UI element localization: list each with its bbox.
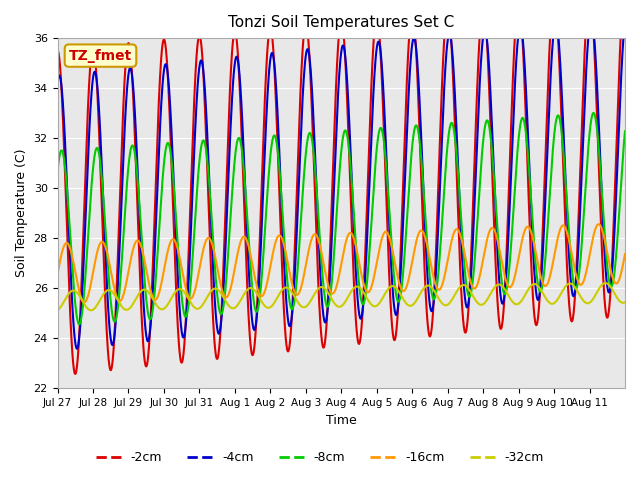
-16cm: [143, 269, 150, 275]
-32cm: [54, 307, 61, 313]
-16cm: [476, 275, 483, 281]
-2cm: [614, 99, 622, 105]
-2cm: [476, 38, 483, 44]
-4cm: [327, 259, 335, 264]
-8cm: [76, 321, 83, 327]
Line: -4cm: -4cm: [58, 19, 625, 348]
-32cm: [602, 280, 609, 286]
-2cm: [559, 145, 566, 151]
-16cm: [54, 271, 61, 277]
-4cm: [316, 265, 324, 271]
Y-axis label: Soil Temperature (C): Soil Temperature (C): [15, 149, 28, 277]
Line: -32cm: -32cm: [58, 283, 625, 310]
-4cm: [559, 107, 566, 113]
-8cm: [316, 238, 324, 244]
-16cm: [327, 289, 335, 295]
Legend: -2cm, -4cm, -8cm, -16cm, -32cm: -2cm, -4cm, -8cm, -16cm, -32cm: [91, 446, 549, 469]
-16cm: [316, 243, 324, 249]
-8cm: [143, 300, 150, 306]
-8cm: [476, 188, 483, 194]
-2cm: [316, 314, 324, 320]
-2cm: [143, 363, 150, 369]
-2cm: [72, 371, 79, 377]
-32cm: [143, 288, 150, 293]
-8cm: [327, 289, 335, 295]
-32cm: [476, 301, 483, 307]
Text: TZ_fmet: TZ_fmet: [69, 48, 132, 62]
-32cm: [614, 297, 622, 302]
-16cm: [595, 221, 603, 227]
-8cm: [614, 222, 622, 228]
-2cm: [327, 229, 335, 235]
Title: Tonzi Soil Temperatures Set C: Tonzi Soil Temperatures Set C: [228, 15, 454, 30]
-8cm: [559, 139, 566, 144]
-16cm: [80, 300, 88, 305]
X-axis label: Time: Time: [326, 414, 356, 427]
-32cm: [327, 295, 335, 300]
-32cm: [316, 285, 324, 290]
-4cm: [476, 88, 483, 94]
-16cm: [614, 279, 622, 285]
Line: -8cm: -8cm: [58, 113, 625, 324]
Line: -2cm: -2cm: [58, 0, 625, 374]
-8cm: [589, 110, 597, 116]
-32cm: [87, 307, 95, 313]
-4cm: [143, 335, 150, 341]
-32cm: [621, 300, 629, 305]
Line: -16cm: -16cm: [58, 224, 625, 302]
-4cm: [54, 79, 61, 84]
-2cm: [54, 48, 61, 53]
-16cm: [621, 251, 629, 257]
-8cm: [621, 128, 629, 134]
-32cm: [559, 288, 566, 294]
-16cm: [559, 223, 566, 228]
-4cm: [621, 19, 629, 24]
-4cm: [588, 16, 595, 22]
-8cm: [54, 168, 61, 174]
-4cm: [614, 138, 622, 144]
-4cm: [73, 346, 81, 351]
